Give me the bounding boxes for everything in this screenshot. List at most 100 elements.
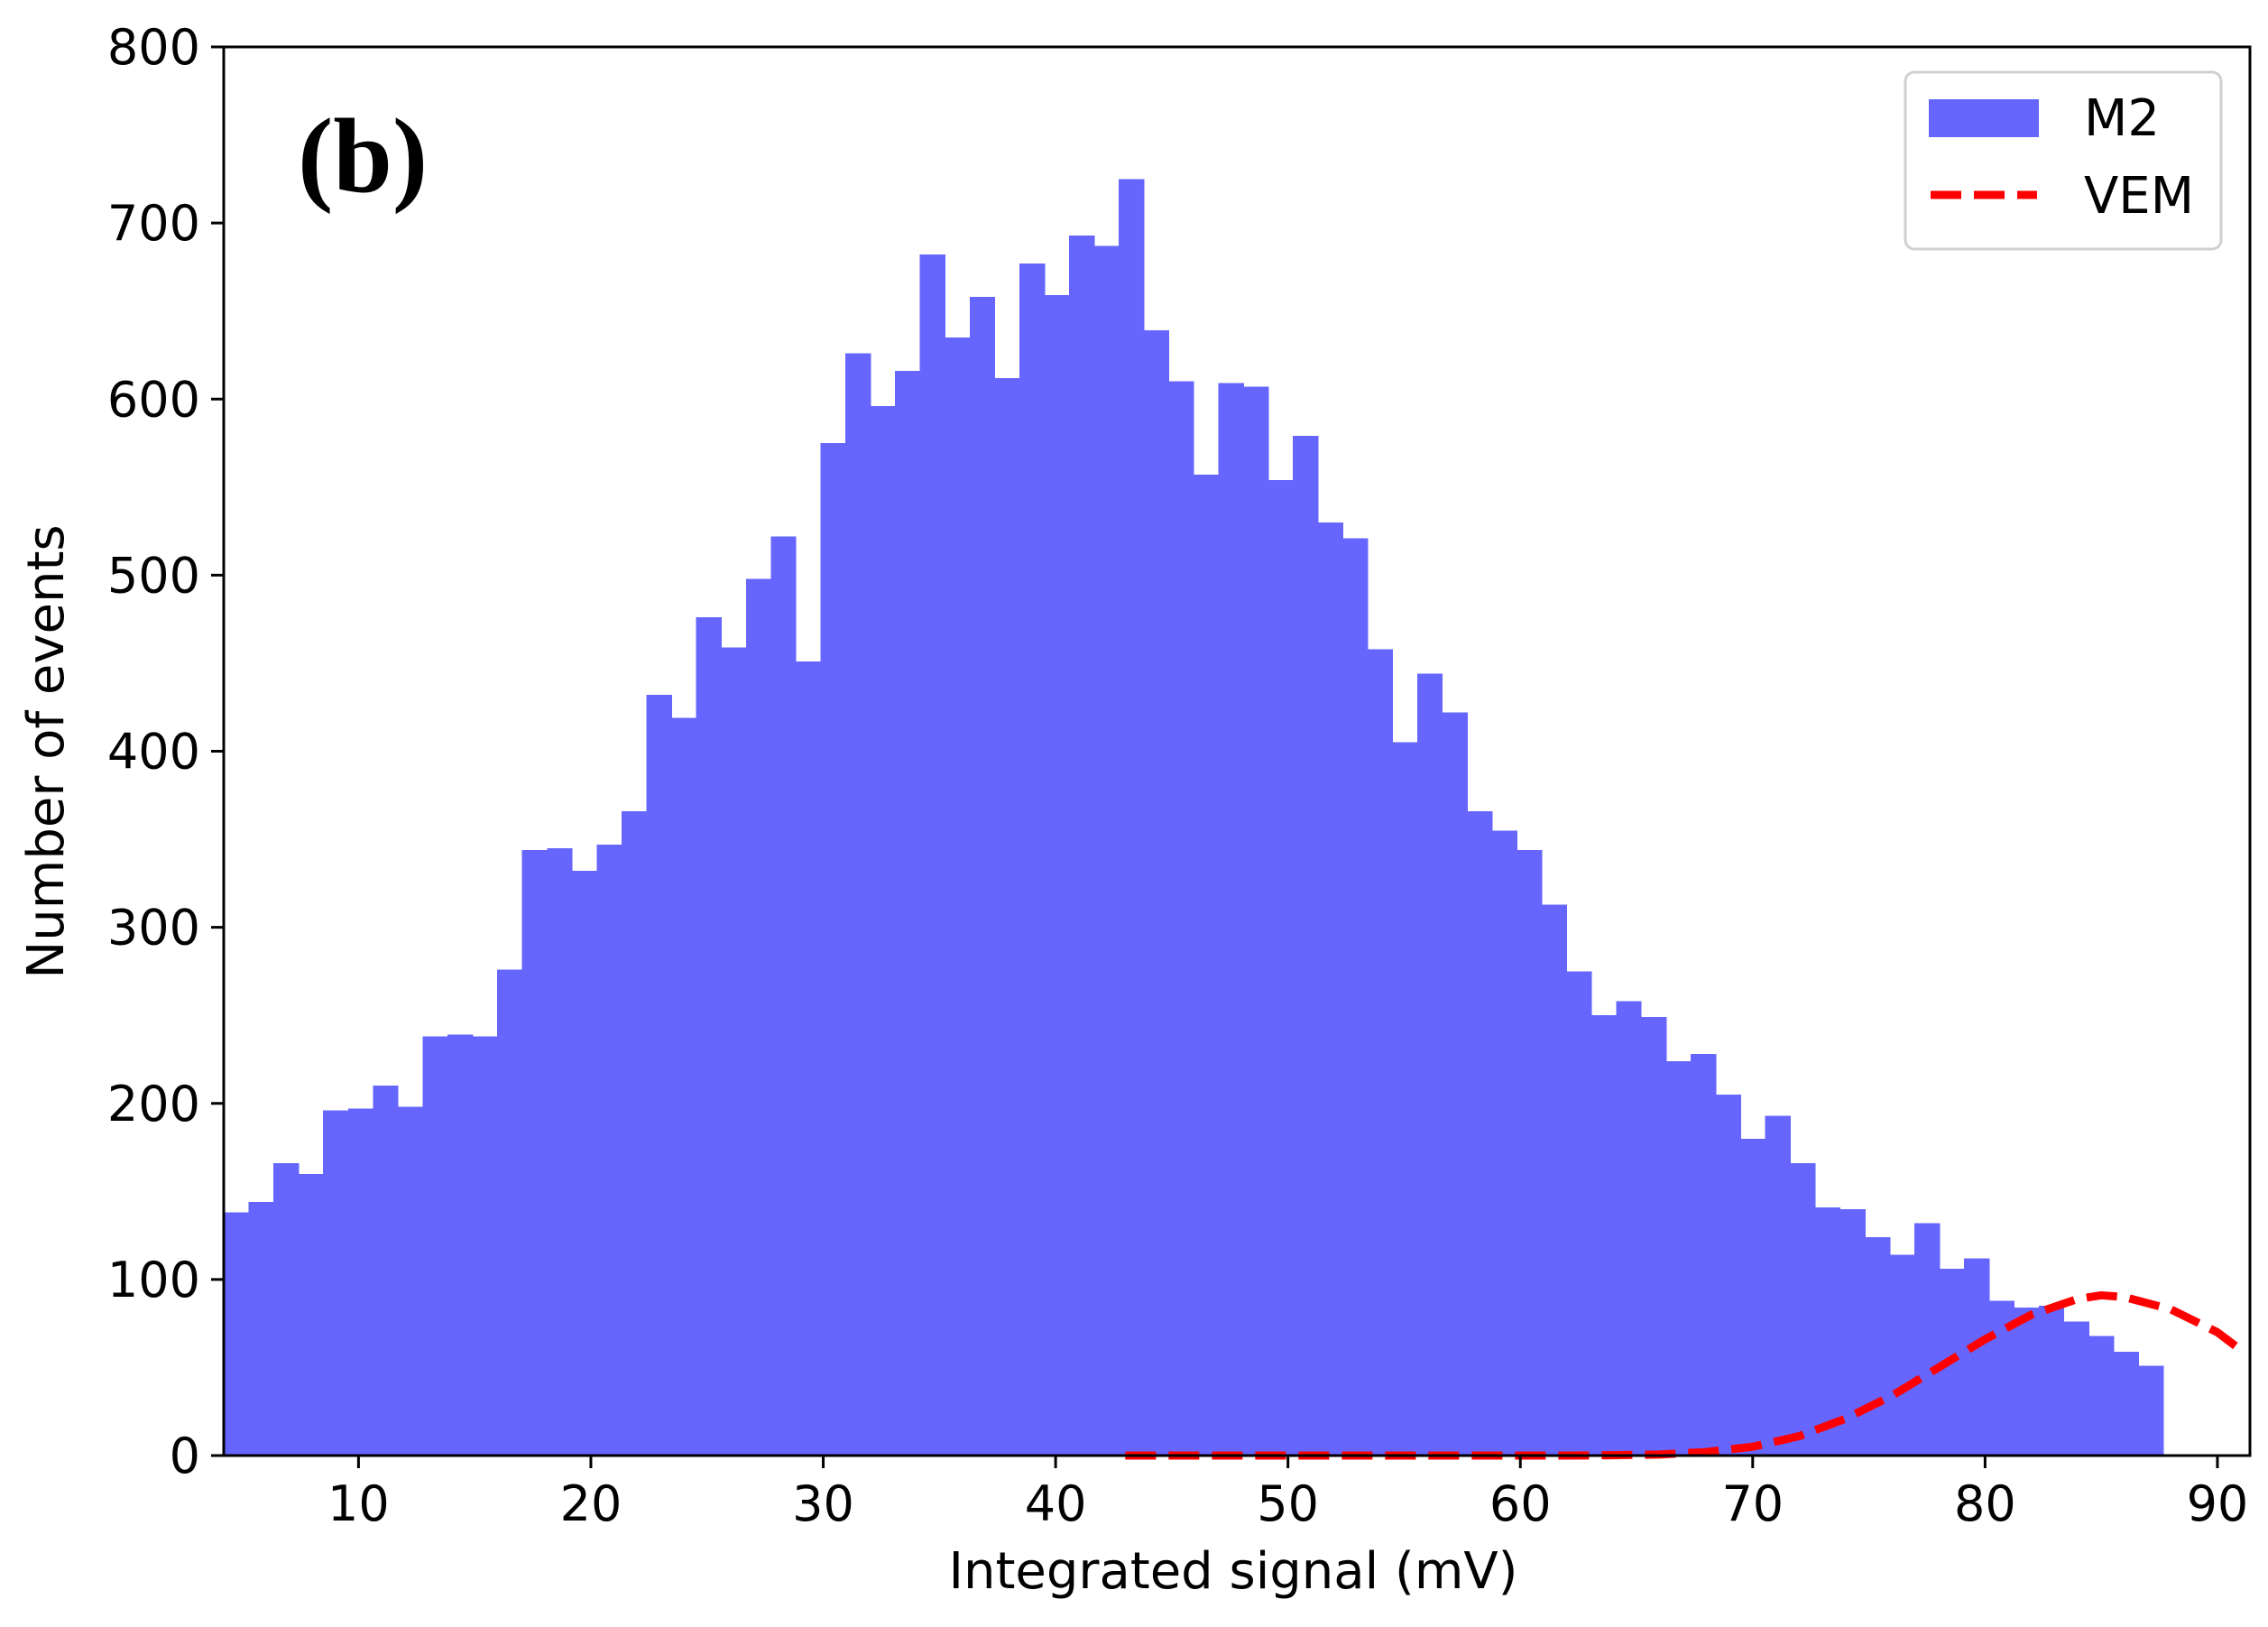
x-axis-ticks: 10 20 30 40 50 60 70 80 90 [327,1456,2248,1532]
histogram-bar [1019,263,1046,1456]
legend-swatch-m2 [1929,99,2039,137]
histogram-bar [497,969,523,1456]
histogram-bar [397,1106,424,1456]
histogram-bar [696,617,722,1456]
histogram-bar [1740,1138,1766,1456]
legend-label-m2: M2 [2084,89,2160,148]
histogram-bar [472,1036,498,1456]
histogram-bar [1416,673,1443,1456]
x-axis-label: Integrated signal (mV) [948,1542,1517,1601]
histogram-bar [248,1202,274,1456]
y-tick-label: 500 [107,547,200,604]
histogram-bar [1691,1054,1717,1456]
y-tick-label: 300 [107,900,200,957]
histogram-bar [1044,295,1070,1456]
panel-label: (b) [298,97,428,215]
histogram-bar [1193,475,1220,1456]
histogram-bar [447,1034,474,1456]
histogram-bar [373,1086,399,1456]
x-tick-label: 60 [1489,1475,1552,1532]
histogram-bar [1640,1017,1667,1456]
histogram-bar [547,847,573,1456]
histogram-bar [1765,1115,1792,1456]
y-tick-label: 200 [107,1076,200,1132]
histogram-bar [870,406,896,1456]
histogram-bar [1566,971,1592,1456]
histogram-bar [1143,330,1170,1456]
y-tick-label: 0 [170,1428,200,1484]
histogram-bar [969,297,996,1456]
histogram-bar [2063,1321,2089,1456]
histogram-bar [1242,386,1269,1456]
histogram-bar [422,1036,448,1456]
histogram-bar [1317,522,1343,1456]
histogram-bar [646,695,672,1456]
histogram-bar [1491,830,1517,1456]
histogram-bar [844,353,871,1456]
histogram-bar [895,371,921,1456]
histogram-bar [721,647,747,1456]
histogram-bar [2113,1351,2139,1456]
histogram-bar [1889,1254,1915,1456]
x-tick-label: 10 [327,1475,390,1532]
x-tick-label: 30 [792,1475,854,1532]
histogram-bar [1814,1206,1841,1456]
y-axis-ticks: 0 100 200 300 400 500 600 700 800 [107,19,224,1484]
vem-curve [1125,1290,2244,1460]
histogram-bar [1168,381,1194,1456]
vem-curve-layer [1125,1290,2244,1460]
histogram-bar [1293,436,1319,1456]
y-tick-label: 100 [107,1252,200,1308]
histogram-bar [770,536,797,1456]
histogram-bar [1864,1237,1891,1456]
histogram-bar [2138,1365,2164,1456]
legend: M2 VEM [1904,70,2223,251]
histogram-bar [1590,1015,1618,1456]
histogram-bar [273,1163,300,1456]
histogram-bar [820,443,846,1456]
x-tick-label: 80 [1954,1475,2016,1532]
x-tick-label: 40 [1025,1475,1087,1532]
histogram-bar [521,849,549,1456]
histogram-bar [1715,1094,1741,1456]
histogram-bar [1914,1223,1941,1456]
histogram-bar [945,337,971,1456]
histogram-bar [1392,742,1418,1456]
histogram-bar [298,1173,325,1456]
y-tick-label: 700 [107,195,200,252]
histogram-bar [1616,1001,1642,1456]
histogram-bar [2038,1306,2065,1456]
histogram-bar [2088,1336,2115,1456]
histogram-bar [347,1108,374,1456]
histogram-bar [1342,538,1369,1456]
histogram-bar [994,377,1020,1456]
x-tick-label: 50 [1257,1475,1319,1532]
histogram-bars [224,179,2164,1456]
histogram-bar [919,254,946,1456]
legend-label-vem: VEM [2084,167,2194,226]
histogram-bar [596,844,622,1456]
histogram-bar [2014,1308,2040,1456]
histogram-bar [1218,383,1244,1456]
histogram-bar [1367,649,1394,1456]
histogram-bar [745,578,772,1456]
histogram-bar [224,1212,250,1456]
histogram-bar [323,1110,349,1456]
histogram-bar [1268,480,1294,1456]
histogram-bar [571,871,598,1456]
histogram-bar [795,661,822,1456]
x-tick-label: 70 [1721,1475,1784,1532]
x-tick-label: 20 [560,1475,622,1532]
histogram-bar [1964,1258,1990,1456]
y-tick-label: 400 [107,724,200,781]
histogram-bar [1442,712,1468,1456]
y-tick-label: 800 [107,19,200,76]
histogram-bar [621,810,648,1456]
y-tick-label: 600 [107,371,200,428]
histogram-bar [671,717,697,1456]
y-axis-label: Number of events [17,524,76,978]
histogram-bar [1517,849,1543,1456]
histogram-bar [1466,810,1493,1456]
histogram-bar [1541,904,1568,1456]
